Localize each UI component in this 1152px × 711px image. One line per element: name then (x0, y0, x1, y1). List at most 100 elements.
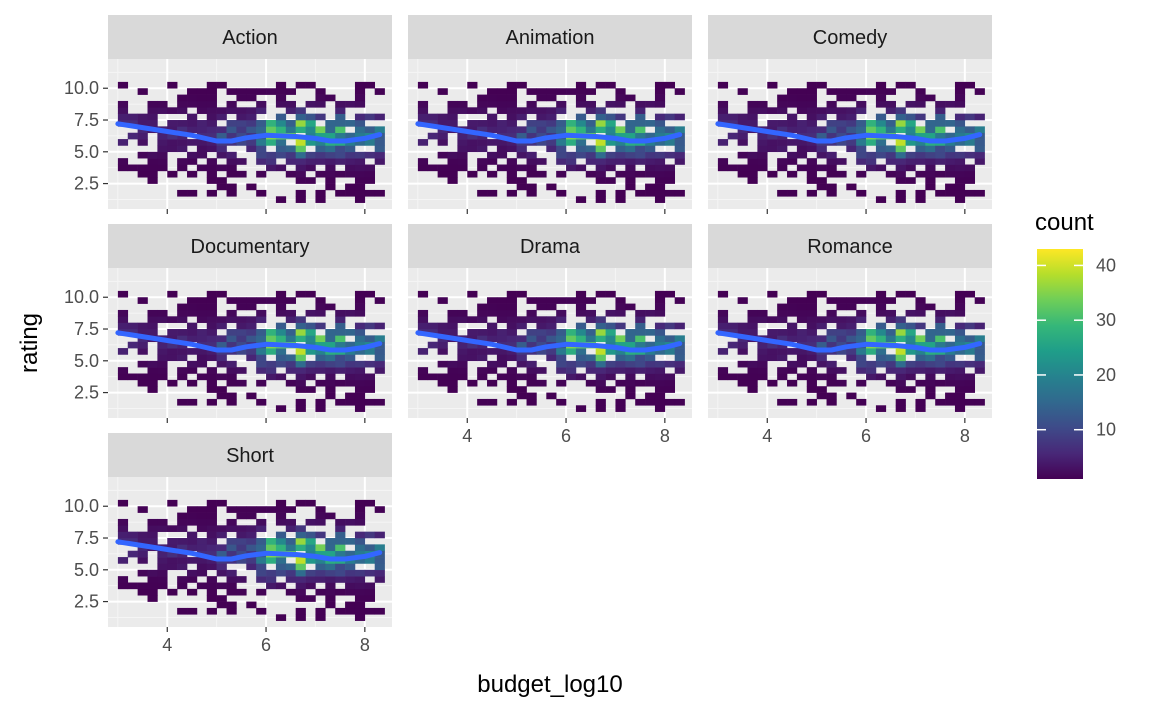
heatmap-bin (836, 94, 847, 102)
heatmap-bin (487, 151, 498, 159)
heatmap-bin (364, 373, 376, 381)
heatmap-bin (206, 145, 217, 153)
heatmap-bin (325, 569, 336, 577)
heatmap-bin (915, 405, 926, 412)
heatmap-bin (516, 335, 527, 343)
heatmap-bin (595, 386, 606, 393)
heatmap-bin (875, 322, 887, 330)
heatmap-bin (654, 341, 666, 349)
heatmap-bin (806, 113, 817, 121)
heatmap-bin (856, 398, 867, 406)
heatmap-bin (546, 139, 557, 146)
heatmap-bin (575, 290, 587, 298)
heatmap-bin (905, 335, 916, 343)
heatmap-bin (354, 158, 366, 165)
heatmap-bin (757, 354, 768, 362)
heatmap-bin (285, 120, 296, 127)
heatmap-bin (945, 183, 956, 191)
heatmap-bin (664, 322, 676, 330)
heatmap-bin (275, 499, 287, 507)
heatmap-bin (137, 151, 148, 159)
heatmap-bin (147, 329, 158, 336)
heatmap-bin (177, 398, 188, 406)
heatmap-bin (487, 100, 498, 108)
heatmap-bin (895, 120, 906, 127)
heatmap-bin (315, 550, 326, 558)
heatmap-bin (167, 525, 178, 532)
heatmap-bin (196, 151, 208, 159)
heatmap-bin (806, 341, 817, 349)
heatmap-bin (266, 367, 277, 374)
heatmap-bin (157, 360, 168, 368)
heatmap-bin (354, 386, 366, 393)
heatmap-bin (226, 316, 237, 323)
heatmap-bin (417, 373, 429, 381)
heatmap-bin (806, 354, 817, 362)
heatmap-bin (256, 506, 267, 513)
heatmap-bin (575, 139, 587, 146)
heatmap-bin (747, 151, 758, 159)
heatmap-bin (875, 354, 887, 362)
heatmap-bin (717, 373, 729, 381)
heatmap-bin (246, 316, 257, 323)
heatmap-bin (826, 107, 837, 114)
heatmap-bin (345, 576, 356, 583)
heatmap-bin (974, 360, 985, 368)
heatmap-bin (325, 601, 336, 609)
heatmap-bin (335, 145, 346, 153)
heatmap-bin (216, 360, 227, 368)
heatmap-bin (335, 531, 346, 539)
heatmap-bin (747, 113, 758, 121)
heatmap-bin (664, 348, 676, 355)
heatmap-bin (747, 360, 758, 368)
heatmap-bin (585, 360, 596, 368)
heatmap-bin (496, 354, 508, 362)
heatmap-bin (285, 544, 296, 552)
heatmap-bin (256, 107, 267, 114)
heatmap-bin (487, 158, 498, 165)
heatmap-bin (546, 392, 557, 400)
heatmap-bin (335, 576, 346, 583)
heatmap-bin (625, 183, 636, 191)
heatmap-bin (856, 170, 867, 178)
heatmap-bin (157, 576, 168, 583)
heatmap-bin (295, 538, 306, 545)
heatmap-bin (866, 158, 877, 165)
heatmap-bin (437, 88, 448, 95)
heatmap-bin (737, 322, 748, 330)
heatmap-bin (536, 126, 547, 134)
heatmap-bin (226, 132, 237, 140)
heatmap-bin (595, 290, 606, 298)
heatmap-bin (546, 322, 557, 330)
heatmap-bin (127, 538, 138, 545)
heatmap-bin (187, 379, 198, 387)
heatmap-bin (374, 360, 385, 368)
heatmap-bin (246, 126, 257, 134)
heatmap-bin (526, 373, 537, 381)
heatmap-bin (335, 341, 346, 349)
heatmap-bin (457, 100, 468, 108)
heatmap-bin (285, 316, 296, 323)
heatmap-bin (625, 132, 636, 140)
heatmap-bin (866, 329, 877, 336)
heatmap-bin (137, 373, 148, 381)
heatmap-bin (974, 348, 985, 355)
heatmap-bin (595, 107, 606, 114)
heatmap-bin (167, 538, 178, 545)
heatmap-bin (236, 158, 247, 165)
heatmap-bin (915, 348, 926, 355)
heatmap-bin (954, 348, 966, 355)
heatmap-bin (796, 303, 808, 311)
heatmap-bin (137, 557, 148, 564)
heatmap-bin (256, 126, 267, 134)
heatmap-bin (467, 126, 478, 134)
heatmap-bin (796, 100, 808, 108)
heatmap-bin (767, 379, 778, 387)
heatmap-bin (256, 170, 267, 178)
heatmap-bin (187, 576, 198, 583)
heatmap-bin (275, 303, 287, 311)
heatmap-bin (305, 576, 316, 583)
heatmap-bin (945, 373, 956, 381)
heatmap-bin (275, 139, 287, 146)
